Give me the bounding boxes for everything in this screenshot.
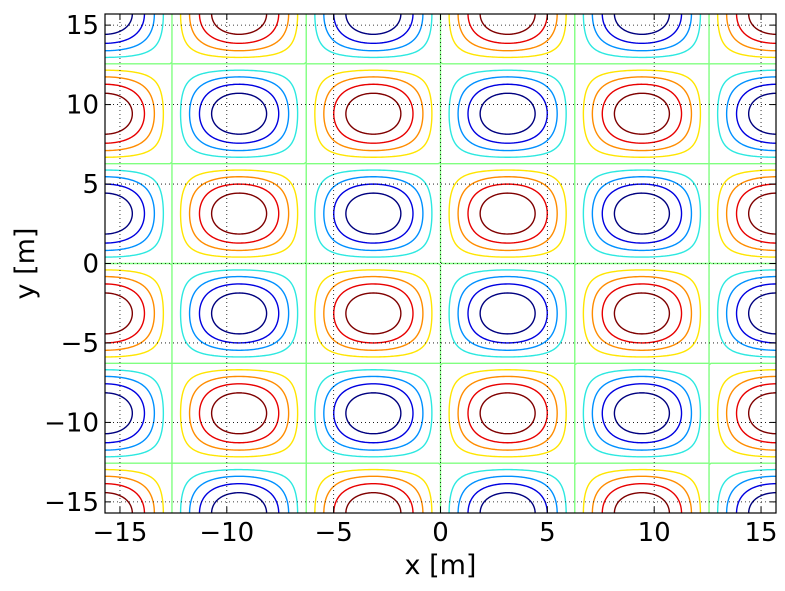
x-axis-label: x [m] (405, 550, 477, 581)
x-tick-label: 10 (638, 518, 671, 548)
x-tick-label: −10 (199, 518, 254, 548)
contour-lines (105, 14, 776, 513)
contour-level (105, 14, 776, 513)
x-tick-label: 0 (432, 518, 449, 548)
y-tick-labels: −15 −10 −5 0 5 10 15 (44, 11, 99, 518)
x-tick-label: 15 (744, 518, 777, 548)
contour-level (105, 14, 776, 513)
y-tick-label: −10 (44, 408, 99, 438)
contour-level (105, 14, 776, 513)
contour-level (105, 14, 776, 513)
contour-level (105, 14, 776, 513)
x-tick-label: 5 (539, 518, 556, 548)
axis-ticks (105, 14, 776, 513)
y-tick-label: 15 (66, 11, 99, 41)
x-tick-label: −5 (314, 518, 352, 548)
y-tick-label: 5 (82, 170, 99, 200)
y-tick-label: −15 (44, 488, 99, 518)
x-tick-labels: −15 −10 −5 0 5 10 15 (93, 518, 778, 548)
y-tick-label: 0 (82, 250, 99, 280)
contour-level (105, 14, 776, 513)
contour-level (105, 14, 776, 513)
contour-level (105, 14, 776, 513)
y-tick-label: −5 (61, 329, 99, 359)
x-tick-label: −15 (93, 518, 148, 548)
y-tick-label: 10 (66, 91, 99, 121)
contour-level (105, 14, 776, 513)
y-axis-label: y [m] (10, 228, 41, 300)
